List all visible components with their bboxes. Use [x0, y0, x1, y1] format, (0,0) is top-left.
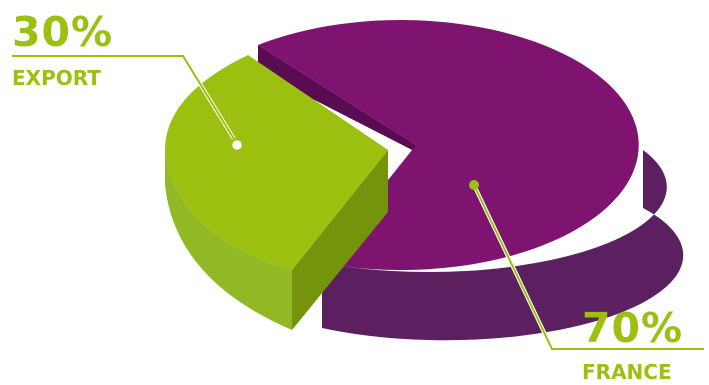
slice-export-inner-side	[292, 150, 388, 330]
slice-label-france-name: FRANCE	[582, 360, 672, 384]
leader-dot-export	[229, 137, 245, 153]
slice-france-wall	[258, 45, 416, 152]
slice-label-export-name: EXPORT	[12, 66, 101, 90]
slice-label-export-value: 30%	[12, 8, 114, 56]
leader-line-export	[12, 55, 238, 145]
leader-line-france	[473, 184, 704, 350]
leader-dot-france	[469, 180, 479, 190]
slice-france	[258, 20, 684, 341]
slice-france-top	[258, 20, 639, 271]
slice-export-top	[165, 55, 388, 270]
slice-export-outer-side	[165, 150, 292, 330]
slice-export	[165, 55, 388, 330]
slice-label-france-value: 70%	[582, 304, 684, 352]
slice-france-side	[322, 150, 684, 341]
